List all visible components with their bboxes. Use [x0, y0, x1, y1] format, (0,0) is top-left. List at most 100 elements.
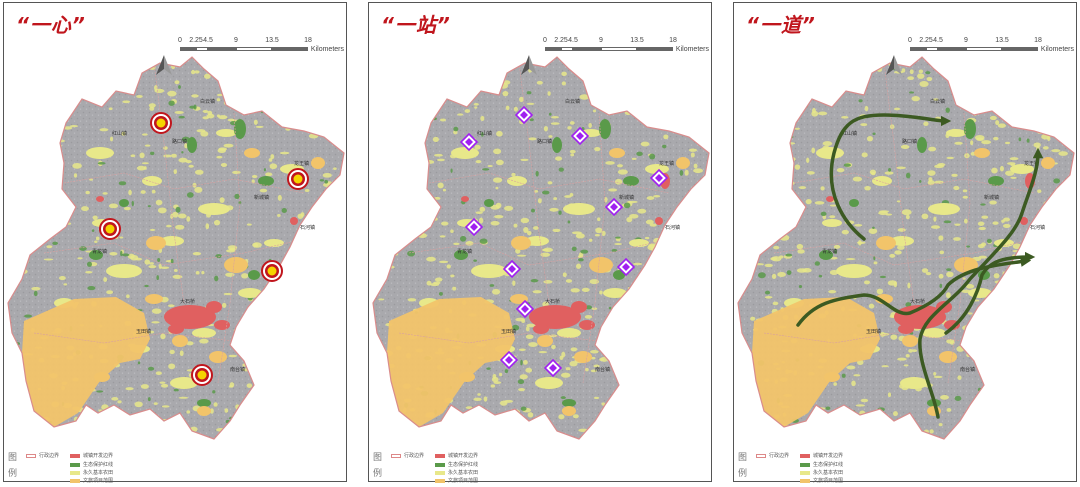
legend-item: 城镇开发边界: [70, 452, 113, 459]
legend-swatch: [756, 453, 766, 458]
legend-label: 永久基本农田: [83, 470, 114, 476]
legend-swatch: [70, 462, 80, 467]
legend-label: 文旅项目范围: [448, 478, 479, 484]
scale-tick-label: 0: [178, 37, 182, 44]
place-label: 玉田镇: [866, 328, 881, 335]
legend-item: 文旅项目范围: [435, 477, 478, 484]
admin-boundary: [372, 56, 710, 440]
station-marker-icon: [649, 168, 669, 188]
legend-label: 文旅项目范围: [813, 478, 844, 484]
scale-segment: [561, 47, 573, 51]
place-label: 路口镇: [902, 138, 917, 145]
scale-segment: [180, 47, 196, 51]
legend-title: 图例: [8, 452, 18, 478]
legend-label: 生态保护红线: [448, 462, 479, 468]
corridor-arrow-icon: [796, 256, 1032, 327]
legend-swatch: [435, 478, 445, 483]
scale-segment: [910, 47, 926, 51]
station-marker-icon: [570, 126, 590, 146]
legend-item: 行政边界: [391, 452, 424, 459]
map-panel-station: “一站” 红山镇 路口镇 龙王镇 石河镇 大石桥 玉田镇 南台镇 青龙镇 新城镇 白云镇 0 2.2…: [368, 2, 712, 484]
scale-segment: [601, 47, 637, 51]
station-marker-icon: [459, 132, 479, 152]
corridor-arrow-icon: [829, 113, 952, 241]
scale-tick-label: 0: [908, 37, 912, 44]
place-label: 石河镇: [665, 224, 680, 231]
legend-swatch: [391, 453, 401, 458]
scale-tick-label: 13.5: [630, 37, 644, 44]
place-label: 路口镇: [537, 138, 552, 145]
scale-bar: 0 2.25 4.5 9 13.5 18 Kilometers: [537, 37, 709, 59]
place-label: 石河镇: [1030, 224, 1045, 231]
station-marker-icon: [499, 350, 519, 370]
place-label: 石河镇: [300, 224, 315, 231]
scale-tick-label: 18: [1034, 37, 1042, 44]
map-layers: [8, 57, 344, 439]
scale-segment: [637, 47, 673, 51]
scale-tick-label: 0: [543, 37, 547, 44]
place-label: 红山镇: [112, 130, 127, 137]
center-marker-icon: [191, 364, 213, 386]
place-label: 青龙镇: [457, 248, 472, 255]
place-label: 南台镇: [595, 366, 610, 373]
place-label: 大石桥: [545, 298, 560, 305]
legend-item: 永久基本农田: [435, 469, 478, 476]
scale-segment: [272, 47, 308, 51]
legend-label: 城镇开发边界: [813, 453, 844, 459]
legend-item: 城镇开发边界: [800, 452, 843, 459]
legend-swatch: [70, 453, 80, 458]
legend-label: 行政边界: [39, 453, 60, 459]
legend-label: 永久基本农田: [448, 470, 479, 476]
station-marker-icon: [514, 105, 534, 125]
place-label: 路口镇: [172, 138, 187, 145]
place-label: 玉田镇: [136, 328, 151, 335]
scale-segment: [545, 47, 561, 51]
legend-label: 行政边界: [404, 453, 425, 459]
center-marker-icon: [150, 112, 172, 134]
scale-segment: [938, 47, 966, 51]
scale-unit: Kilometers: [1040, 46, 1074, 53]
station-marker-icon: [616, 257, 636, 277]
scale-tick-label: 9: [234, 37, 238, 44]
corridor-arrow-icon: [918, 147, 1044, 419]
scale-tick-label: 4.5: [933, 37, 943, 44]
station-marker-icon: [604, 197, 624, 217]
legend-swatch: [70, 470, 80, 475]
scale-segment: [1002, 47, 1038, 51]
scale-segment: [196, 47, 208, 51]
legend-item: 生态保护红线: [435, 461, 478, 468]
legend-item: 文旅项目范围: [800, 477, 843, 484]
legend-title: 图例: [373, 452, 383, 478]
center-marker-icon: [261, 260, 283, 282]
place-label: 大石桥: [910, 298, 925, 305]
map-layers: [738, 57, 1074, 439]
scale-tick-label: 18: [669, 37, 677, 44]
station-marker-icon: [515, 299, 535, 319]
corridor-arrow-icon: [944, 251, 1036, 335]
place-label: 龙王镇: [659, 160, 674, 167]
legend-item: 永久基本农田: [70, 469, 113, 476]
center-marker-icon: [99, 218, 121, 240]
scale-unit: Kilometers: [310, 46, 344, 53]
scale-bar: 0 2.25 4.5 9 13.5 18 Kilometers: [902, 37, 1074, 59]
place-label: 红山镇: [842, 130, 857, 137]
legend-item: 文旅项目范围: [70, 477, 113, 484]
place-label: 大石桥: [180, 298, 195, 305]
legend-item: 生态保护红线: [70, 461, 113, 468]
legend-label: 城镇开发边界: [448, 453, 479, 459]
place-label: 新城镇: [254, 194, 269, 201]
scale-tick-label: 2.25: [554, 37, 568, 44]
legend-swatch: [435, 470, 445, 475]
scale-tick-label: 2.25: [189, 37, 203, 44]
legend-swatch: [435, 453, 445, 458]
scale-tick-label: 4.5: [203, 37, 213, 44]
map-panel-corridor: “一道” 红山镇 路口镇 龙王镇 石河镇 大石桥 玉田镇 南台镇 青龙镇 新城镇 白云镇 0 2.2…: [733, 2, 1077, 484]
place-label: 龙王镇: [1024, 160, 1039, 167]
legend-item: 永久基本农田: [800, 469, 843, 476]
place-label: 玉田镇: [501, 328, 516, 335]
north-arrow-icon: [521, 55, 529, 75]
place-label: 白云镇: [930, 98, 945, 105]
station-marker-icon: [543, 358, 563, 378]
scale-tick-label: 13.5: [995, 37, 1009, 44]
